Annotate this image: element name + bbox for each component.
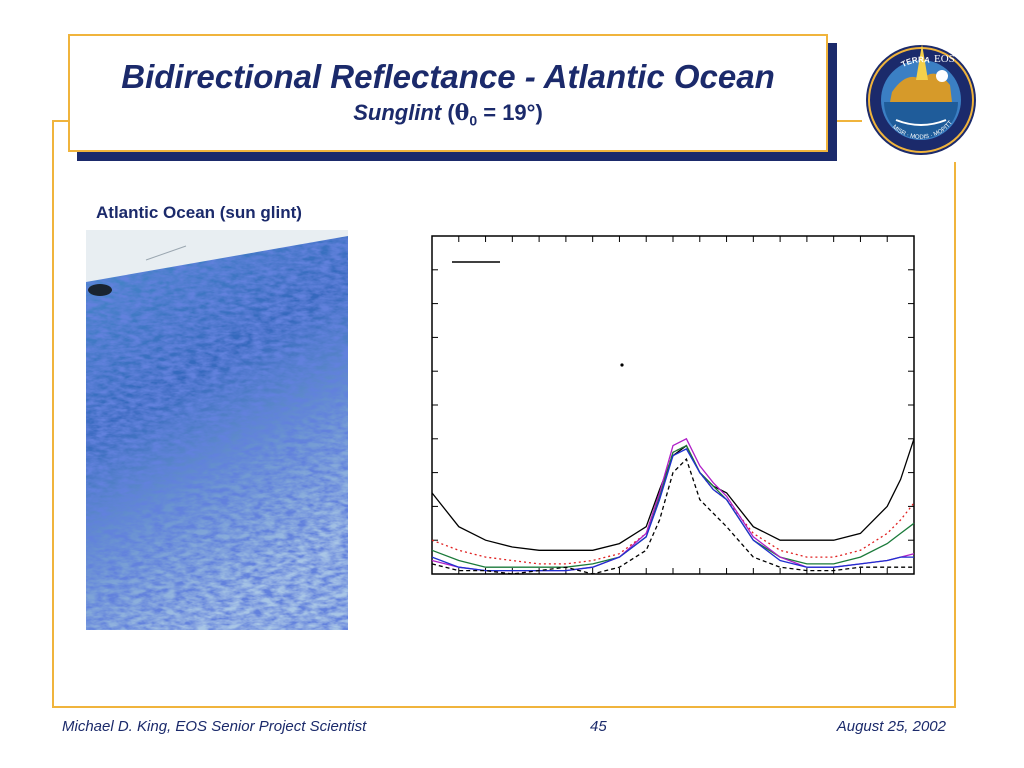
footer-author: Michael D. King, EOS Senior Project Scie… [62,718,367,735]
footer-page-number: 45 [590,718,607,735]
photo-label: Atlantic Ocean (sun glint) [96,203,302,222]
series-line-5 [431,448,914,572]
logo-eos-text: EOS [934,53,955,65]
chart-svg [431,235,915,575]
chart-marker-dot [620,363,624,367]
sunglint-photo [86,230,348,630]
plot-frame [431,235,915,575]
subtitle-open: ( [447,100,455,125]
subtitle-value: = 19°) [477,100,543,125]
slide-subtitle: Sunglint (θ0 = 19°) [70,100,826,128]
title-box: Bidirectional Reflectance - Atlantic Oce… [68,34,828,152]
series-line-3 [431,444,915,568]
plot-area [431,235,915,575]
slide-title: Bidirectional Reflectance - Atlantic Oce… [121,58,775,95]
series-line-6 [431,457,914,575]
subtitle-word: Sunglint [353,100,442,125]
eos-terra-logo: TERRA MISR · MODIS · MOPITT EOS [862,30,980,162]
footer-date: August 25, 2002 [836,718,946,735]
subtitle-sub: 0 [469,112,478,129]
subtitle-theta: θ [454,100,470,126]
reflectance-chart [420,226,924,584]
